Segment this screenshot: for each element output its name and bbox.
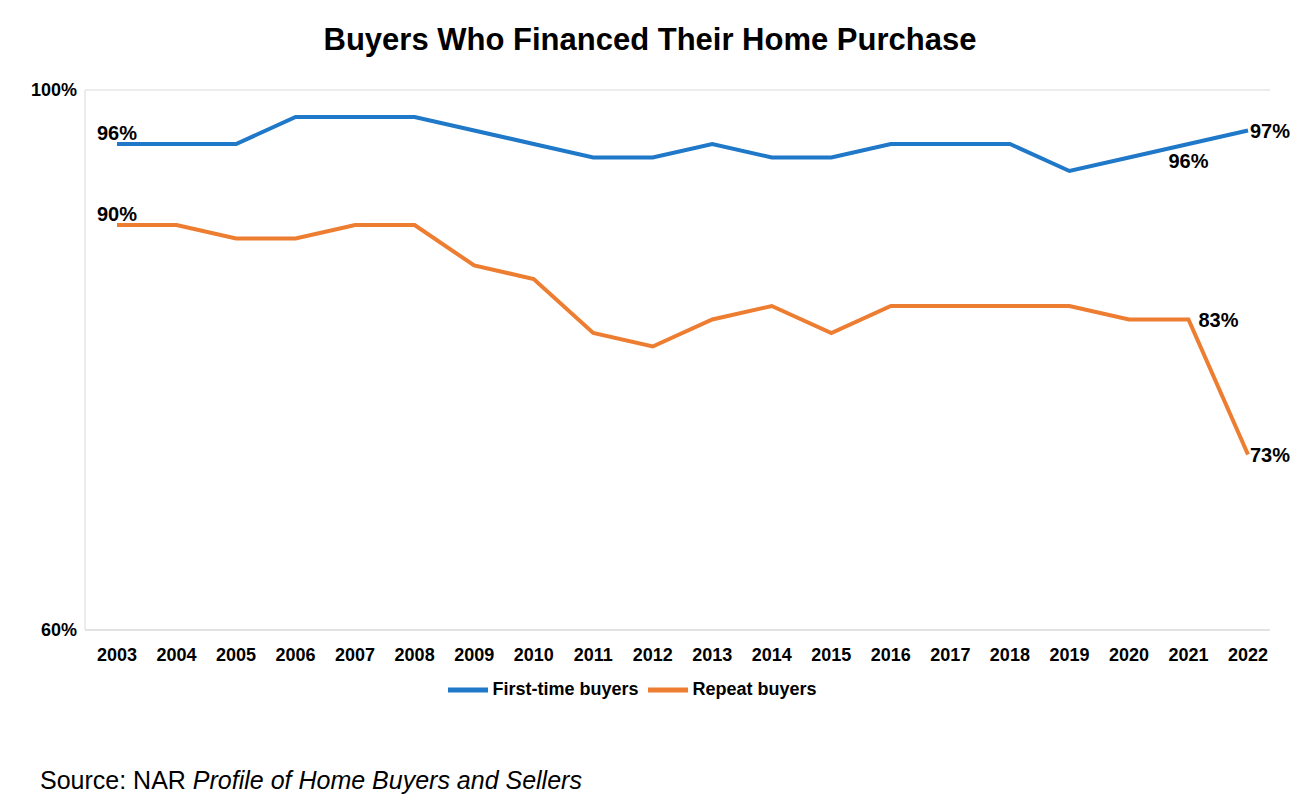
- svg-text:2020: 2020: [1109, 645, 1149, 665]
- svg-text:2014: 2014: [752, 645, 792, 665]
- svg-text:96%: 96%: [97, 122, 137, 144]
- svg-text:2009: 2009: [454, 645, 494, 665]
- html-text:Repeat buyers: Repeat buyers: [692, 678, 817, 699]
- svg-text:2010: 2010: [514, 645, 554, 665]
- svg-text:2022: 2022: [1228, 645, 1268, 665]
- svg-text:96%: 96%: [1168, 150, 1208, 172]
- svg-text:2016: 2016: [871, 645, 911, 665]
- svg-text:2017: 2017: [930, 645, 970, 665]
- svg-text:97%: 97%: [1250, 120, 1290, 142]
- svg-text:2008: 2008: [395, 645, 435, 665]
- html-text:Source: NAR Profile of Home Bu: Source: NAR Profile of Home Buyers and S…: [40, 766, 582, 794]
- svg-text:2015: 2015: [811, 645, 851, 665]
- svg-text:100%: 100%: [31, 80, 77, 100]
- html-text:Buyers Who Financed Their Home: Buyers Who Financed Their Home Purchase: [323, 22, 977, 57]
- svg-text:60%: 60%: [41, 620, 77, 640]
- svg-text:2018: 2018: [990, 645, 1030, 665]
- svg-text:90%: 90%: [97, 203, 137, 225]
- svg-text:2003: 2003: [97, 645, 137, 665]
- svg-text:2006: 2006: [276, 645, 316, 665]
- svg-text:73%: 73%: [1250, 444, 1290, 466]
- html-text:First-time buyers: First-time buyers: [492, 678, 639, 699]
- svg-text:2004: 2004: [157, 645, 197, 665]
- svg-text:2007: 2007: [335, 645, 375, 665]
- svg-text:2012: 2012: [633, 645, 673, 665]
- svg-text:2005: 2005: [216, 645, 256, 665]
- svg-text:2013: 2013: [692, 645, 732, 665]
- svg-text:2021: 2021: [1168, 645, 1208, 665]
- svg-text:83%: 83%: [1198, 309, 1238, 331]
- svg-text:2019: 2019: [1049, 645, 1089, 665]
- svg-text:2011: 2011: [574, 645, 613, 665]
